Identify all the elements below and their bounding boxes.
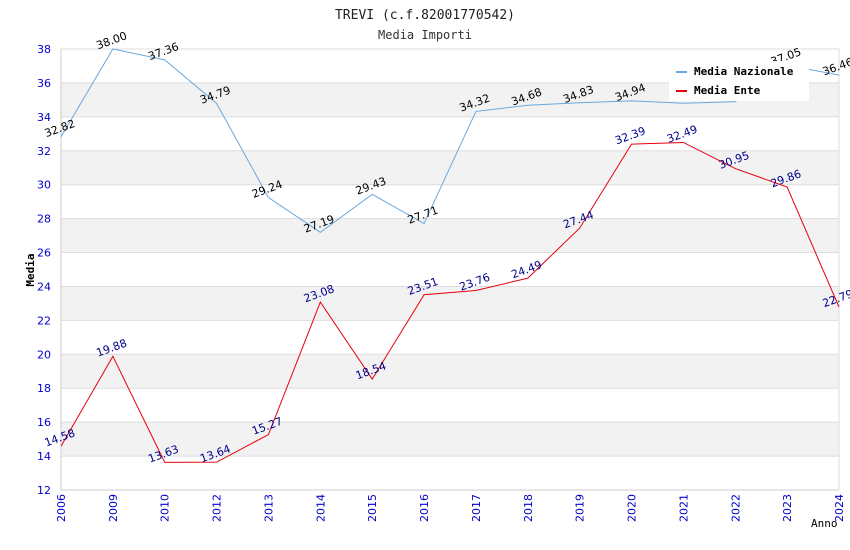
grid-band bbox=[61, 286, 839, 321]
grid-lines bbox=[60, 48, 840, 491]
x-axis-ticks: 2006 2009 2010 2012 2013 2014 2015 2016 2017 2018… bbox=[55, 494, 846, 522]
grid-band bbox=[61, 218, 839, 253]
x-tick-label: 2013 bbox=[262, 494, 275, 522]
x-tick-label: 2017 bbox=[470, 494, 483, 522]
y-tick-label: 36 bbox=[37, 77, 51, 90]
x-axis-label: Anno bbox=[811, 517, 838, 530]
y-axis-label: Media bbox=[24, 253, 37, 286]
x-tick-label: 2012 bbox=[211, 494, 224, 522]
grid-band bbox=[61, 320, 839, 355]
y-tick-label: 24 bbox=[37, 280, 51, 293]
grid-band bbox=[61, 252, 839, 287]
x-tick-label: 2006 bbox=[55, 494, 68, 522]
x-tick-label: 2018 bbox=[522, 494, 535, 522]
y-tick-label: 22 bbox=[37, 314, 51, 327]
y-tick-label: 38 bbox=[37, 43, 51, 56]
x-tick-label: 2016 bbox=[418, 494, 431, 522]
grid-band bbox=[61, 456, 839, 490]
x-tick-label: 2019 bbox=[574, 494, 587, 522]
grid-band bbox=[61, 388, 839, 423]
y-tick-label: 32 bbox=[37, 145, 51, 158]
grid-bands bbox=[61, 49, 839, 490]
y-tick-label: 30 bbox=[37, 179, 51, 192]
series-line-media-ente bbox=[60, 141, 840, 463]
y-tick-label: 14 bbox=[37, 450, 51, 463]
legend-label: Media Ente bbox=[694, 84, 761, 97]
y-tick-label: 28 bbox=[37, 213, 51, 226]
y-tick-label: 26 bbox=[37, 247, 51, 260]
x-tick-label: 2010 bbox=[159, 494, 172, 522]
series-group bbox=[60, 48, 840, 463]
series-line-media-nazionale bbox=[60, 48, 840, 233]
legend: Media Nazionale Media Ente bbox=[669, 61, 809, 101]
x-tick-label: 2021 bbox=[677, 494, 690, 522]
y-tick-label: 34 bbox=[37, 111, 51, 124]
y-tick-label: 18 bbox=[37, 382, 51, 395]
legend-label: Media Nazionale bbox=[694, 65, 794, 78]
chart-title: TREVI (c.f.82001770542) bbox=[335, 8, 515, 23]
grid-band bbox=[61, 422, 839, 457]
grid-band bbox=[61, 354, 839, 389]
chart-subtitle: Media Importi bbox=[378, 28, 472, 42]
x-tick-label: 2022 bbox=[729, 494, 742, 522]
x-tick-label: 2014 bbox=[314, 494, 327, 522]
grid-band bbox=[61, 184, 839, 219]
legend-box bbox=[669, 61, 809, 101]
x-tick-label: 2024 bbox=[833, 494, 846, 522]
x-tick-label: 2015 bbox=[366, 494, 379, 522]
x-tick-label: 2023 bbox=[781, 494, 794, 522]
y-tick-label: 12 bbox=[37, 484, 51, 497]
x-tick-label: 2009 bbox=[107, 494, 120, 522]
x-tick-label: 2020 bbox=[626, 494, 639, 522]
grid-band bbox=[61, 116, 839, 151]
y-axis-ticks: 12 14 16 18 20 22 24 26 28 30 32 34 36 38 bbox=[37, 43, 51, 497]
y-tick-label: 16 bbox=[37, 416, 51, 429]
y-tick-label: 20 bbox=[37, 348, 51, 361]
